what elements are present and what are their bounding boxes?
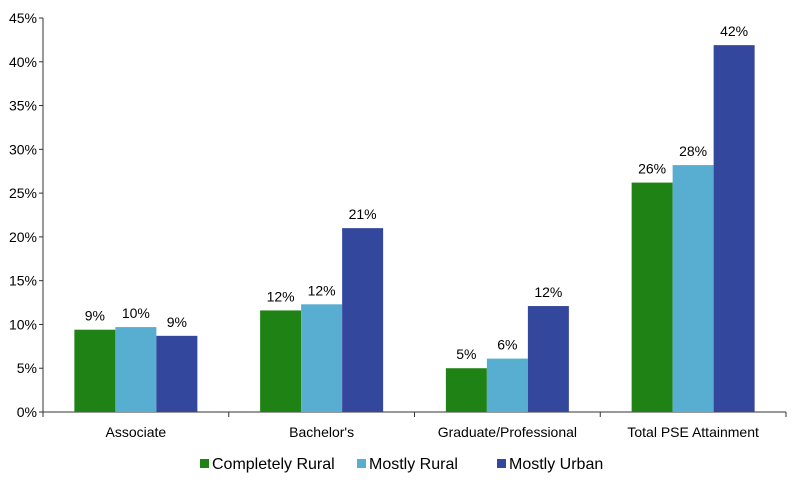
y-tick-label: 20% bbox=[9, 229, 37, 245]
y-axis-ticks: 0% 5% 10% 15% 20% 25% 30% 35% 40% 45% bbox=[9, 10, 43, 420]
data-label: 12% bbox=[267, 288, 295, 304]
y-tick-label: 15% bbox=[9, 273, 37, 289]
data-label: 26% bbox=[638, 161, 666, 177]
y-tick-label: 30% bbox=[9, 141, 37, 157]
bar bbox=[301, 304, 343, 412]
category-label: Bachelor's bbox=[289, 424, 354, 440]
bar bbox=[115, 327, 157, 412]
bar bbox=[713, 45, 755, 413]
data-label: 42% bbox=[720, 23, 748, 39]
legend-label: Mostly Rural bbox=[369, 456, 458, 473]
data-label: 28% bbox=[679, 143, 707, 159]
y-tick-label: 45% bbox=[9, 10, 37, 26]
data-label: 12% bbox=[308, 282, 336, 298]
y-tick-label: 35% bbox=[9, 98, 37, 114]
bar bbox=[527, 306, 569, 412]
category-label: Graduate/Professional bbox=[438, 424, 577, 440]
bar bbox=[486, 358, 528, 412]
category-label: Total PSE Attainment bbox=[627, 424, 759, 440]
bar bbox=[445, 368, 487, 412]
data-label: 21% bbox=[349, 206, 377, 222]
legend-swatch bbox=[497, 459, 506, 468]
data-labels: 9% 10% 9% 12% 12% 21% 5% 6% 12% 26% 28% 42% bbox=[85, 23, 748, 362]
data-label: 10% bbox=[122, 305, 150, 321]
data-label: 9% bbox=[167, 314, 187, 330]
y-tick-label: 5% bbox=[17, 360, 37, 376]
legend-label: Completely Rural bbox=[212, 456, 335, 473]
data-label: 12% bbox=[534, 284, 562, 300]
bar bbox=[631, 182, 673, 412]
y-tick-label: 10% bbox=[9, 316, 37, 332]
bar bbox=[156, 335, 198, 412]
bar bbox=[672, 165, 714, 412]
legend-swatch bbox=[357, 459, 366, 468]
bar bbox=[342, 228, 384, 412]
data-label: 6% bbox=[497, 337, 517, 353]
bar bbox=[260, 310, 302, 412]
y-tick-label: 25% bbox=[9, 185, 37, 201]
y-tick-label: 0% bbox=[17, 404, 37, 420]
legend-label: Mostly Urban bbox=[509, 456, 603, 473]
legend-swatch bbox=[200, 459, 209, 468]
bar bbox=[74, 329, 116, 412]
category-labels: Associate Bachelor's Graduate/Professional… bbox=[106, 424, 759, 440]
category-label: Associate bbox=[106, 424, 167, 440]
y-tick-label: 40% bbox=[9, 54, 37, 70]
bars bbox=[74, 45, 755, 413]
data-label: 9% bbox=[85, 308, 105, 324]
data-label: 5% bbox=[456, 346, 476, 362]
legend: Completely Rural Mostly Rural Mostly Urban bbox=[200, 456, 603, 473]
